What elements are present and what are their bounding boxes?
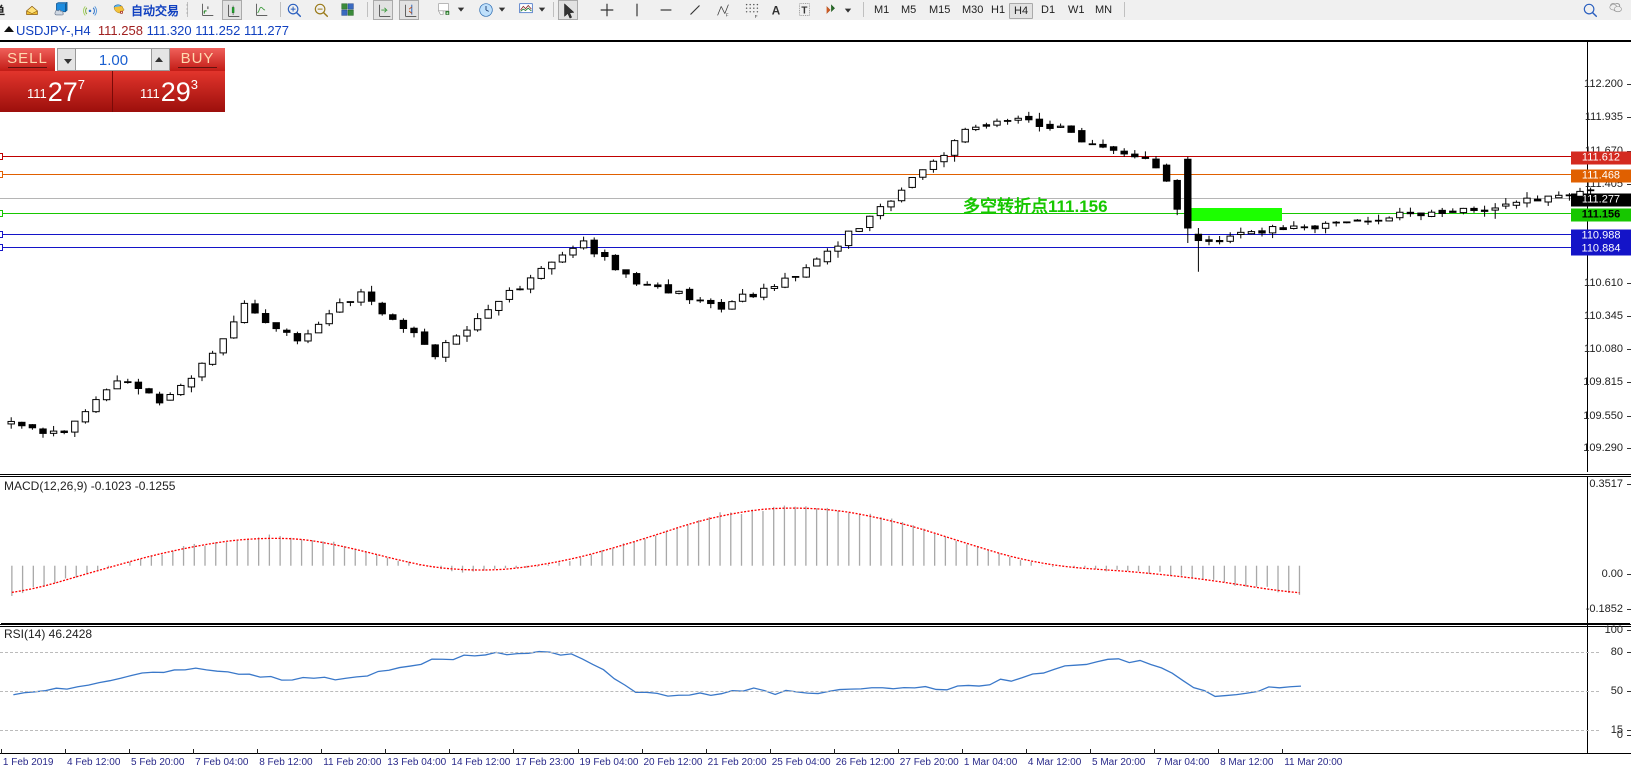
svg-text:T: T	[801, 6, 807, 17]
svg-text:F: F	[726, 12, 729, 17]
svg-text:A: A	[772, 5, 781, 18]
svg-text:F: F	[755, 14, 758, 19]
